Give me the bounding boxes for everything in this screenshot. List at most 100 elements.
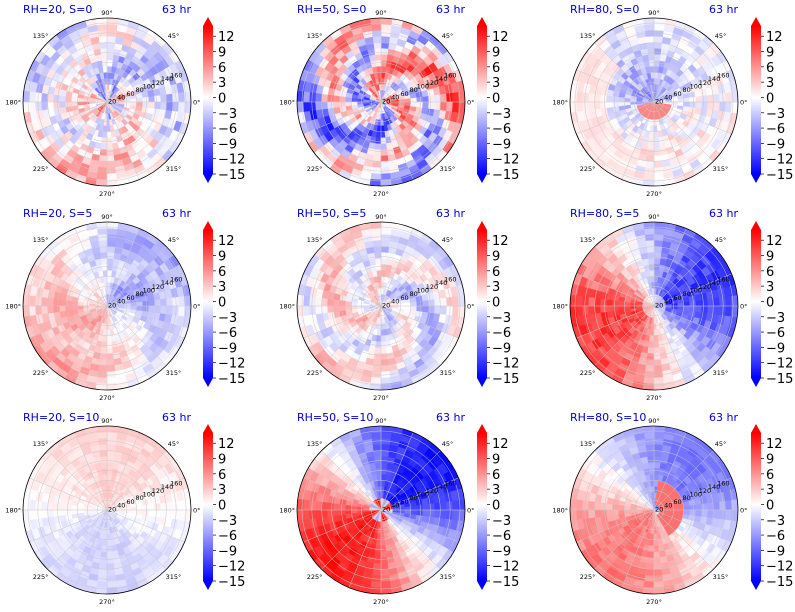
heatmap-cell <box>103 119 108 127</box>
heatmap-cell <box>314 297 322 307</box>
heatmap-cell <box>380 239 390 247</box>
heatmap-cell <box>422 305 430 313</box>
heatmap-cell <box>99 251 108 259</box>
theta-tick-label: 225° <box>307 165 323 173</box>
heatmap-cell <box>142 509 150 516</box>
grid-spoke <box>321 42 382 103</box>
heatmap-cell <box>100 551 108 559</box>
heatmap-cell <box>713 305 721 315</box>
grid-spoke <box>106 101 140 180</box>
heatmap-cell <box>653 365 663 373</box>
colorbar-extend-low <box>477 378 487 387</box>
colorbar-gradient <box>751 230 761 378</box>
heatmap-cell <box>372 35 382 43</box>
colorbar-tick-label: 0 <box>218 91 226 106</box>
heatmap-cell <box>380 377 392 385</box>
theta-tick-label: 90° <box>375 213 387 221</box>
colorbar-tick-label: −12 <box>492 357 519 372</box>
theta-tick-label: 45° <box>168 32 180 40</box>
heatmap-cell <box>653 377 665 385</box>
heatmap-cell <box>356 302 364 307</box>
heatmap-cell <box>611 300 619 307</box>
heatmap-cell <box>102 533 108 541</box>
heatmap-cell <box>106 353 115 361</box>
heatmap-cell <box>648 335 655 343</box>
radial-tick-label: 100 <box>417 82 429 90</box>
heatmap-cell <box>376 125 382 133</box>
radial-tick-label: 140 <box>708 75 720 83</box>
colorbar-tick-label: −6 <box>492 122 511 137</box>
colorbar-extend-low <box>751 174 761 183</box>
radial-tick-label: 60 <box>673 294 681 302</box>
theta-tick-label: 90° <box>101 213 113 221</box>
heatmap-cell <box>106 263 113 271</box>
colorbar-tick-label: 9 <box>492 250 500 265</box>
heatmap-cell <box>599 298 607 307</box>
panel-time: 63 hr <box>436 207 465 220</box>
heatmap-cell <box>356 98 364 103</box>
heatmap-cell <box>373 353 382 361</box>
heatmap-cell <box>380 149 389 157</box>
colorbar-tick-label: 0 <box>766 91 774 106</box>
heatmap-cell <box>40 501 48 511</box>
theta-tick-label: 270° <box>99 394 115 402</box>
heatmap-cell <box>101 131 108 139</box>
theta-tick-label: 315° <box>166 369 182 377</box>
heatmap-cell <box>136 305 144 312</box>
heatmap-cell <box>58 503 66 511</box>
heatmap-cell <box>99 149 108 157</box>
heatmap-cell <box>130 305 138 311</box>
heatmap-cell <box>370 227 382 235</box>
radial-tick-label: 20 <box>108 301 116 309</box>
colorbar-extend-low <box>203 378 213 387</box>
theta-tick-label: 135° <box>580 32 596 40</box>
heatmap-cell <box>106 77 111 85</box>
heatmap-cell <box>166 501 174 511</box>
heatmap-cell <box>102 329 108 337</box>
colorbar-tick-label: −6 <box>218 122 237 137</box>
heatmap-cell <box>154 94 162 103</box>
panel-title: RH=50, S=5 <box>297 207 366 220</box>
theta-tick-label: 225° <box>580 165 596 173</box>
heatmap-cell <box>380 59 387 67</box>
radial-tick-label: 100 <box>690 82 702 90</box>
panel-title: RH=20, S=0 <box>23 3 92 16</box>
heatmap-cell <box>96 377 108 385</box>
colorbar-tick-label: −9 <box>218 341 237 356</box>
heatmap-cell <box>410 305 418 312</box>
colorbar-extend-high <box>203 221 213 230</box>
heatmap-cell <box>326 298 334 307</box>
heatmap-cell <box>671 305 679 310</box>
heatmap-cell <box>725 101 733 113</box>
heatmap-cell <box>302 91 310 103</box>
heatmap-cell <box>653 47 662 55</box>
heatmap-cell <box>166 101 174 111</box>
heatmap-cell <box>106 455 115 463</box>
heatmap-cell <box>100 347 108 355</box>
heatmap-cell <box>178 91 186 103</box>
radial-tick-label: 20 <box>655 301 663 309</box>
colorbar-tick-label: −9 <box>766 137 785 152</box>
heatmap-cell <box>372 239 382 247</box>
heatmap-cell <box>695 305 703 313</box>
heatmap-cell <box>338 300 346 307</box>
heatmap-cell <box>428 305 436 314</box>
heatmap-cell <box>350 301 358 307</box>
heatmap-cell <box>440 297 448 307</box>
theta-tick-label: 270° <box>373 394 389 402</box>
theta-tick-label: 270° <box>373 190 389 198</box>
heatmap-cell <box>314 305 322 315</box>
heatmap-cell <box>106 257 114 265</box>
colorbar-tick-label: −15 <box>492 168 519 183</box>
heatmap-cell <box>648 131 655 139</box>
heatmap-cell <box>725 305 733 317</box>
heatmap-cell <box>98 161 108 169</box>
radial-tick-label: 60 <box>126 90 134 98</box>
heatmap-cell <box>701 298 709 307</box>
heatmap-cell <box>653 77 658 85</box>
heatmap-cell <box>440 93 448 103</box>
heatmap-cell <box>326 101 334 110</box>
heatmap-cell <box>653 263 660 271</box>
heatmap-cell <box>398 305 406 310</box>
